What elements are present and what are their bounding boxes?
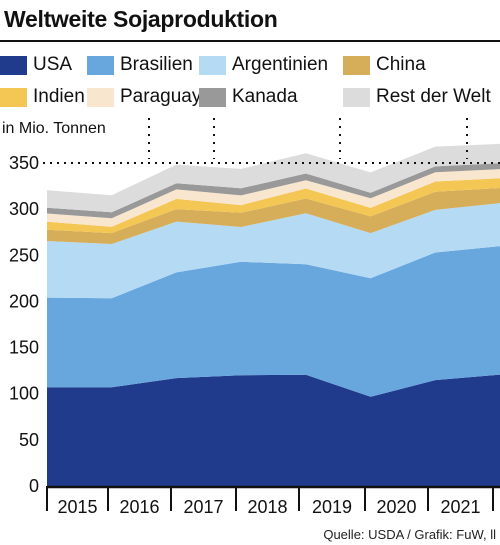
x-tick-label: 2018 [247, 497, 287, 517]
y-tick-label: 250 [9, 245, 39, 265]
legend-item-rest-der-welt: Rest der Welt [343, 84, 491, 110]
legend-item-brasilien: Brasilien [87, 52, 193, 78]
legend-item-argentinien: Argentinien [199, 52, 328, 78]
x-tick-label: 2021 [440, 497, 480, 517]
legend-label-brasilien: Brasilien [120, 54, 193, 75]
y-tick-label: 200 [9, 291, 39, 311]
x-axis: 2015 2016 2017 2018 2019 2020 2021 [46, 485, 500, 517]
legend-swatch-china [343, 55, 370, 75]
title-rule [0, 40, 500, 42]
y-tick-label: 300 [9, 199, 39, 219]
legend-swatch-paraguay [87, 87, 114, 107]
legend-label-argentinien: Argentinien [232, 54, 329, 75]
legend-label-paraguay: Paraguay [120, 86, 202, 107]
legend-item-china: China [343, 52, 426, 78]
legend-label-china: China [376, 54, 426, 75]
x-tick-label: 2015 [57, 497, 97, 517]
y-tick-label: 350 [9, 153, 39, 173]
y-tick-label: 150 [9, 338, 39, 358]
legend: USA Brasilien Argentinien China Indien P… [0, 52, 500, 114]
legend-swatch-rest-der-welt [343, 87, 370, 107]
area-argentinien [47, 203, 500, 299]
x-tick-label: 2016 [119, 497, 159, 517]
x-tick-label: 2019 [312, 497, 352, 517]
area-usa [47, 374, 500, 486]
legend-label-indien: Indien [33, 86, 85, 107]
y-tick-label: 100 [9, 384, 39, 404]
area-layers [47, 143, 500, 486]
source-credit: Quelle: USDA / Grafik: FuW, ll [323, 527, 496, 542]
area-rest-der-welt [47, 143, 500, 213]
area-kanada [47, 163, 500, 219]
legend-swatch-kanada [199, 87, 226, 107]
x-tick-label: 2020 [376, 497, 416, 517]
x-tick-label: 2017 [183, 497, 223, 517]
area-indien [47, 178, 500, 234]
y-tick-label: 50 [19, 430, 39, 450]
legend-item-indien: Indien [0, 84, 85, 110]
y-tick-label: 0 [29, 476, 39, 496]
legend-swatch-argentinien [199, 55, 226, 75]
legend-label-usa: USA [33, 54, 73, 75]
legend-swatch-brasilien [87, 55, 114, 75]
legend-swatch-indien [0, 87, 27, 107]
legend-item-kanada: Kanada [199, 84, 298, 110]
area-paraguay [47, 169, 500, 227]
y-axis-label: in Mio. Tonnen [2, 120, 106, 137]
legend-swatch-usa [0, 55, 27, 75]
legend-label-rest-der-welt: Rest der Welt [376, 86, 491, 107]
area-china [47, 188, 500, 244]
chart-title: Weltweite Sojaproduktion [4, 6, 278, 32]
y-tick-labels: 0 50 100 150 200 250 300 350 [9, 153, 39, 496]
area-brasilien [47, 246, 500, 397]
legend-item-usa: USA [0, 52, 72, 78]
legend-item-paraguay: Paraguay [87, 84, 201, 110]
legend-label-kanada: Kanada [232, 86, 298, 107]
